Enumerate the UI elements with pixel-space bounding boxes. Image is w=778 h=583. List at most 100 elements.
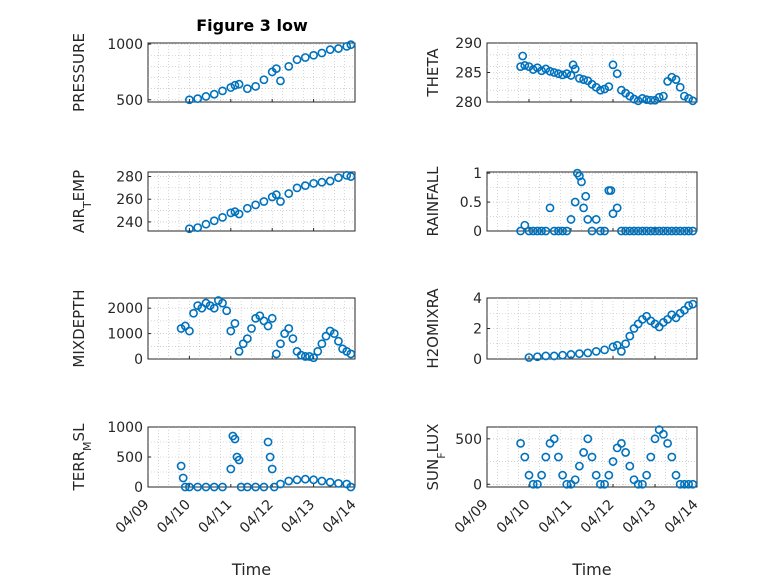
data-point	[537, 66, 546, 76]
data-point	[317, 48, 327, 58]
data-point	[587, 452, 597, 462]
data-point	[629, 94, 639, 104]
data-point	[608, 457, 618, 466]
data-point	[518, 51, 528, 61]
data-point	[209, 303, 219, 313]
y-tick-label: 0.5	[460, 195, 482, 211]
y-axis-label: H2OMIXRA	[424, 288, 442, 369]
y-tick-label: 1000	[107, 420, 143, 436]
data-point	[688, 299, 698, 309]
x-tick-label: 04/09	[452, 497, 492, 537]
data-point	[646, 452, 656, 462]
data-point	[671, 470, 681, 480]
data-point	[218, 482, 227, 492]
data-point	[575, 349, 584, 359]
subplot-6: 0 2 4 H2OMIXRA	[424, 288, 698, 369]
data-point	[591, 470, 601, 480]
data-point	[533, 479, 542, 489]
data-point	[242, 203, 252, 213]
y-tick-label: 500	[455, 432, 482, 448]
data-point	[638, 94, 647, 103]
x-axis-label: Time	[571, 560, 611, 579]
data-point	[309, 178, 318, 188]
data-point	[608, 60, 618, 70]
data-point	[193, 223, 203, 232]
data-point	[629, 226, 639, 236]
data-point	[346, 172, 356, 181]
data-point	[305, 352, 314, 361]
data-point	[325, 45, 335, 55]
x-tick-label: 04/10	[154, 497, 194, 537]
data-point	[334, 336, 343, 346]
data-point	[276, 339, 285, 349]
plot-area	[147, 171, 356, 232]
data-point	[300, 352, 310, 361]
data-point	[267, 313, 277, 323]
x-tick-label: 04/09	[113, 497, 153, 537]
data-point	[596, 85, 605, 95]
data-point	[234, 209, 244, 219]
data-point	[596, 226, 605, 236]
data-point	[671, 75, 681, 84]
data-point	[566, 71, 576, 80]
x-tick-label: 04/14	[320, 497, 360, 537]
data-point	[309, 353, 318, 363]
y-axis-label: MIXDEPTH	[70, 289, 88, 367]
data-point	[688, 479, 698, 489]
data-point	[242, 482, 252, 492]
data-point	[271, 64, 281, 74]
x-tick-label: 04/13	[620, 497, 660, 537]
data-point	[230, 80, 240, 90]
data-point	[226, 326, 236, 336]
data-point	[667, 452, 677, 462]
y-tick-label: 260	[116, 192, 143, 208]
data-point	[178, 473, 188, 483]
data-point	[271, 190, 281, 200]
x-tick-label: 04/11	[196, 497, 236, 537]
data-point	[663, 226, 672, 236]
data-point	[524, 353, 534, 362]
data-point	[600, 479, 609, 489]
data-point	[334, 44, 343, 53]
data-point	[276, 76, 285, 86]
data-point	[617, 226, 626, 236]
plot-area	[147, 42, 356, 103]
data-point	[621, 339, 630, 349]
data-point	[292, 183, 302, 193]
data-point	[558, 70, 567, 80]
data-point	[209, 482, 219, 492]
data-point	[604, 82, 614, 92]
data-point	[591, 346, 601, 356]
data-point	[591, 215, 601, 224]
data-point	[562, 69, 572, 79]
y-tick-label: 500	[116, 450, 143, 466]
data-point	[558, 226, 567, 236]
subplot-8: 0 500 04/09 04/10 04/11 04/12 04/13 04/14 Time SU…	[424, 424, 702, 579]
data-point	[575, 74, 584, 83]
data-point	[583, 434, 593, 444]
data-point	[612, 340, 622, 350]
subplot-7: 0 500 1000 04/09 04/10 04/11 04/12 04/13 04/14 Ti…	[70, 420, 360, 579]
data-point	[528, 226, 538, 236]
data-point	[309, 50, 318, 60]
y-tick-label: 1000	[107, 327, 143, 343]
data-point	[259, 197, 269, 206]
y-tick-label: 2000	[107, 301, 143, 317]
data-point	[617, 438, 626, 448]
x-tick-label: 04/10	[494, 497, 534, 537]
data-point	[596, 479, 605, 489]
data-point	[201, 482, 211, 492]
data-point	[263, 437, 273, 447]
figure-title: Figure 3 low	[196, 16, 308, 35]
y-axis-label: RAINFALL	[424, 166, 442, 237]
y-tick-label: 1000	[107, 37, 143, 53]
data-point	[541, 226, 551, 236]
data-point	[516, 62, 525, 71]
data-point	[251, 82, 261, 91]
y-tick-label: 0	[473, 352, 482, 368]
data-point	[633, 226, 643, 236]
data-point	[577, 177, 586, 187]
data-point	[545, 203, 555, 213]
data-point	[650, 434, 660, 444]
data-point	[184, 482, 194, 492]
